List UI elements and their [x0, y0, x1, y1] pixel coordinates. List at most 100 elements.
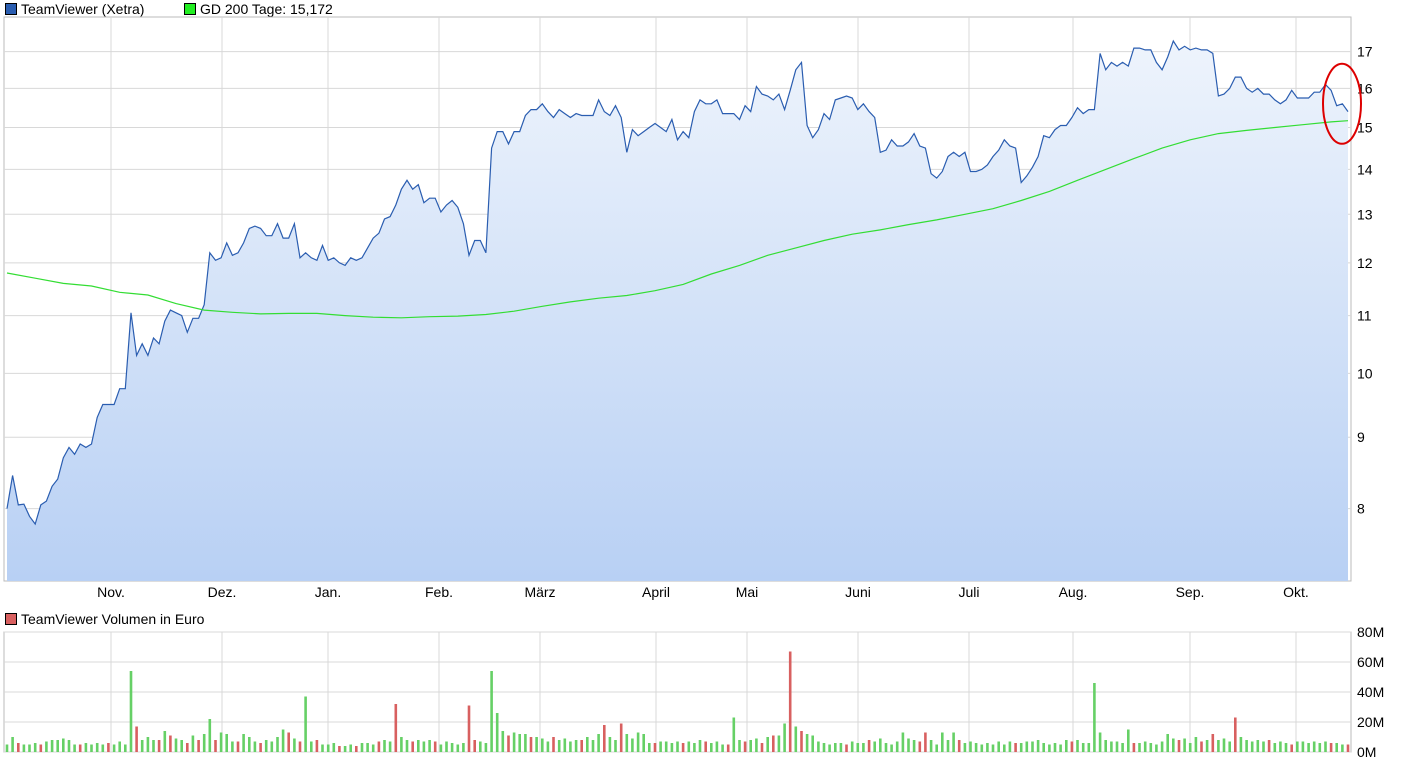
volume-bar [991, 744, 995, 752]
volume-bar [619, 723, 623, 752]
volume-bar [1341, 744, 1344, 752]
volume-bar [884, 743, 888, 752]
volume-bar [1160, 741, 1164, 752]
volume-bar [1200, 741, 1203, 752]
price-y-tick-label: 14 [1357, 161, 1373, 177]
volume-bar [140, 740, 144, 752]
gd200-line [6, 120, 1349, 319]
volume-bar [360, 743, 364, 752]
volume-bar [152, 740, 155, 752]
volume-bar [343, 746, 347, 752]
volume-bar [298, 741, 302, 752]
volume-bar [1031, 741, 1034, 752]
volume-bar [901, 732, 905, 752]
volume-bar [822, 743, 826, 752]
volume-bar [371, 744, 375, 752]
volume-bar [1217, 740, 1220, 752]
volume-bar [1115, 741, 1119, 752]
volume-bar [208, 719, 212, 752]
month-label-12: Okt. [1283, 584, 1309, 600]
volume-bar [264, 740, 268, 752]
volume-bar [456, 744, 460, 752]
volume-legend: TeamViewer Volumen in Euro [5, 611, 204, 627]
volume-bar [760, 743, 764, 752]
volume-bar [507, 735, 510, 752]
volume-bar [101, 744, 105, 752]
month-label-8: Juni [845, 584, 871, 600]
volume-bar [33, 743, 37, 752]
volume-bar [219, 732, 223, 752]
price-line [6, 39, 1349, 526]
volume-bar [726, 744, 730, 752]
volume-bar [1273, 743, 1277, 752]
volume-bar [710, 743, 713, 752]
volume-bar [242, 734, 245, 752]
price-area-fill [7, 41, 1348, 581]
volume-bar [73, 744, 76, 752]
volume-bar [1042, 743, 1045, 752]
volume-bar [834, 743, 837, 752]
volume-bar [1307, 743, 1310, 752]
volume-bar [214, 740, 217, 752]
volume-bar [749, 740, 752, 752]
volume-bar [1025, 741, 1029, 752]
volume-legend-label: TeamViewer Volumen in Euro [21, 611, 205, 627]
volume-bar [50, 740, 54, 752]
volume-bar [557, 740, 561, 752]
volume-bar [1053, 743, 1057, 752]
volume-bar [146, 737, 150, 752]
volume-bar [400, 737, 403, 752]
volume-bar [231, 741, 234, 752]
volume-bar [957, 740, 961, 752]
price-y-tick-label: 17 [1357, 44, 1373, 60]
volume-bar [479, 741, 482, 752]
volume-bar [529, 737, 533, 752]
volume-bar [5, 744, 9, 752]
volume-bar [969, 741, 972, 752]
price-y-tick-label: 15 [1357, 120, 1373, 136]
volume-bar [490, 671, 493, 752]
volume-bar [1183, 738, 1186, 752]
volume-bar [276, 737, 279, 752]
volume-bar [394, 704, 398, 752]
volume-bar [450, 743, 454, 752]
volume-bar [721, 744, 724, 752]
volume-bar [349, 744, 352, 752]
price-y-tick-label: 9 [1357, 429, 1365, 445]
volume-bar [732, 717, 736, 752]
volume-bar [839, 743, 843, 752]
volume-bar [1324, 741, 1327, 752]
month-label-3: Jan. [315, 584, 341, 600]
volume-bar [856, 743, 860, 752]
volume-bar [107, 743, 110, 752]
volume-bar [22, 744, 26, 752]
volume-bar [895, 741, 899, 752]
volume-bar [197, 740, 200, 752]
volume-bar [17, 743, 20, 752]
volume-bar [535, 737, 538, 752]
price-y-tick-label: 11 [1357, 308, 1372, 324]
price-y-tick-label: 13 [1357, 206, 1373, 222]
volume-bar [332, 743, 336, 752]
volume-bar [636, 732, 640, 752]
volume-bar [467, 705, 471, 752]
volume-bar [287, 732, 290, 752]
volume-bar [766, 737, 769, 752]
volume-bar [1177, 740, 1181, 752]
volume-bar [62, 738, 65, 752]
month-label-6: April [642, 584, 670, 600]
volume-bar [541, 738, 544, 752]
volume-bar [743, 741, 747, 752]
volume-bar [1070, 741, 1074, 752]
volume-bar [1256, 740, 1260, 752]
volume-bar [574, 740, 578, 752]
volume-bar [355, 746, 358, 752]
volume-bar [603, 725, 606, 752]
volume-bar [124, 744, 127, 752]
volume-bar [980, 744, 984, 752]
volume-y-tick-label: 80M [1357, 624, 1384, 640]
volume-bar [1110, 741, 1113, 752]
volume-bar [411, 741, 414, 752]
month-label-1: Nov. [97, 584, 125, 600]
volume-bar [738, 740, 741, 752]
